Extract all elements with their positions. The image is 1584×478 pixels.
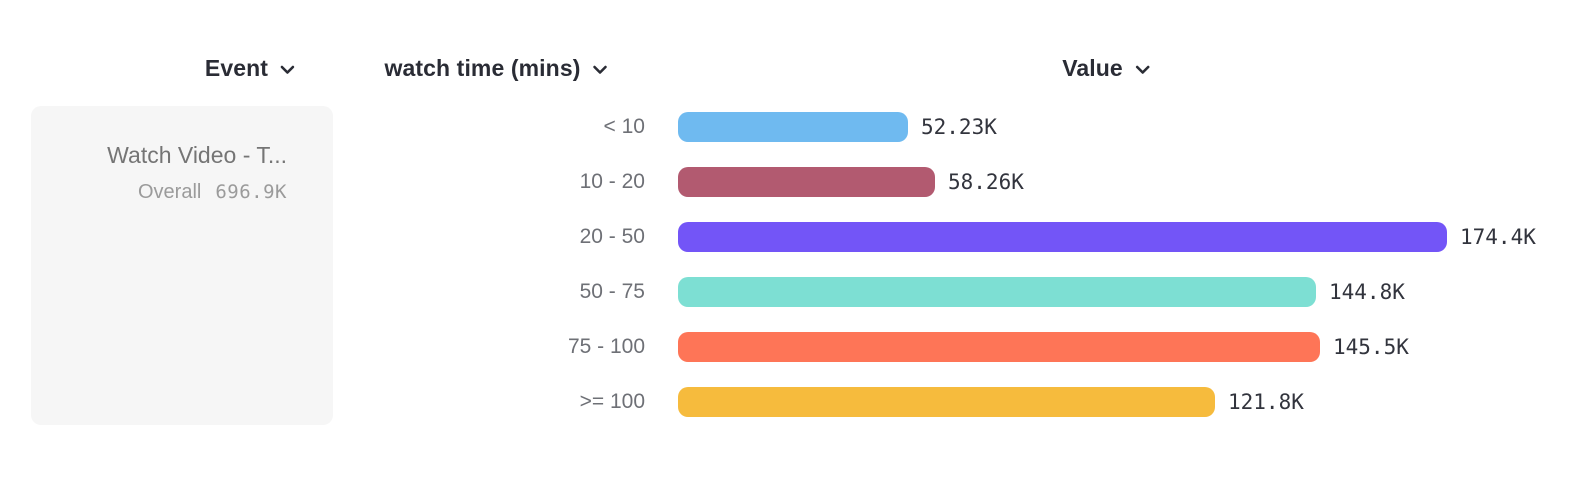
bar-value: 52.23K	[921, 114, 997, 139]
bar-row: 50 - 75 144.8K	[0, 264, 1584, 319]
column-header-label: watch time (mins)	[384, 54, 581, 81]
bucket-label: >= 100	[579, 389, 645, 413]
bar-chart: < 10 52.23K 10 - 20 58.26K 20 - 50 174.4K 50 -…	[0, 99, 1584, 429]
bar-track	[678, 221, 1447, 252]
bar[interactable]	[678, 221, 1447, 252]
bar[interactable]	[678, 386, 1215, 417]
bar-row: 10 - 20 58.26K	[0, 154, 1584, 209]
bar-value: 144.8K	[1329, 279, 1405, 304]
bar-track	[678, 331, 1320, 362]
bucket-label: 75 - 100	[567, 334, 645, 358]
overall-label: Overall	[138, 181, 202, 203]
bar[interactable]	[678, 166, 935, 197]
bar-row: 75 - 100 145.5K	[0, 319, 1584, 374]
bar[interactable]	[678, 111, 908, 142]
chevron-down-icon	[280, 62, 295, 75]
bar-track	[678, 166, 935, 197]
event-overall: Overall 696.9K	[31, 181, 287, 204]
column-header-label: Event	[204, 54, 269, 81]
bucket-label: < 10	[603, 114, 645, 138]
bar-track	[678, 386, 1215, 417]
column-header-label: Value	[1062, 54, 1123, 81]
bar[interactable]	[678, 276, 1316, 307]
bar-row: >= 100 121.8K	[0, 374, 1584, 429]
column-header-watch-time[interactable]: watch time (mins)	[385, 53, 608, 83]
bucket-label: 10 - 20	[579, 169, 645, 193]
bar[interactable]	[678, 331, 1320, 362]
bar-track	[678, 276, 1316, 307]
chevron-down-icon	[1135, 62, 1150, 75]
column-header-event[interactable]: Event	[205, 53, 295, 83]
bar-row: < 10 52.23K	[0, 99, 1584, 154]
bar-value: 145.5K	[1333, 334, 1409, 359]
bar-row: 20 - 50 174.4K	[0, 209, 1584, 264]
bucket-label: 20 - 50	[579, 224, 645, 248]
bucket-label: 50 - 75	[579, 279, 645, 303]
bar-value: 121.8K	[1228, 389, 1304, 414]
bar-value: 58.26K	[948, 169, 1024, 194]
overall-value: 696.9K	[215, 181, 287, 203]
chevron-down-icon	[592, 62, 607, 75]
bar-track	[678, 111, 908, 142]
bar-value: 174.4K	[1460, 224, 1536, 249]
column-header-value[interactable]: Value	[1062, 53, 1150, 83]
event-card[interactable]: Watch Video - T... Overall 696.9K	[31, 106, 333, 425]
event-title: Watch Video - T...	[107, 142, 287, 168]
